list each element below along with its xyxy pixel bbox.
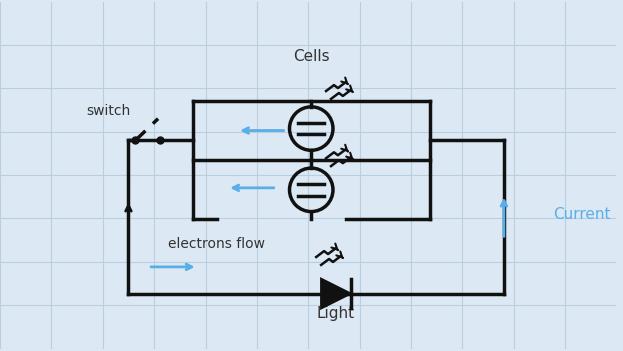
Text: Current: Current: [553, 207, 611, 222]
Text: Cells: Cells: [293, 49, 330, 64]
Text: Light: Light: [317, 306, 355, 321]
Polygon shape: [321, 279, 351, 309]
Text: electrons flow: electrons flow: [168, 237, 265, 251]
Text: switch: switch: [87, 104, 131, 118]
